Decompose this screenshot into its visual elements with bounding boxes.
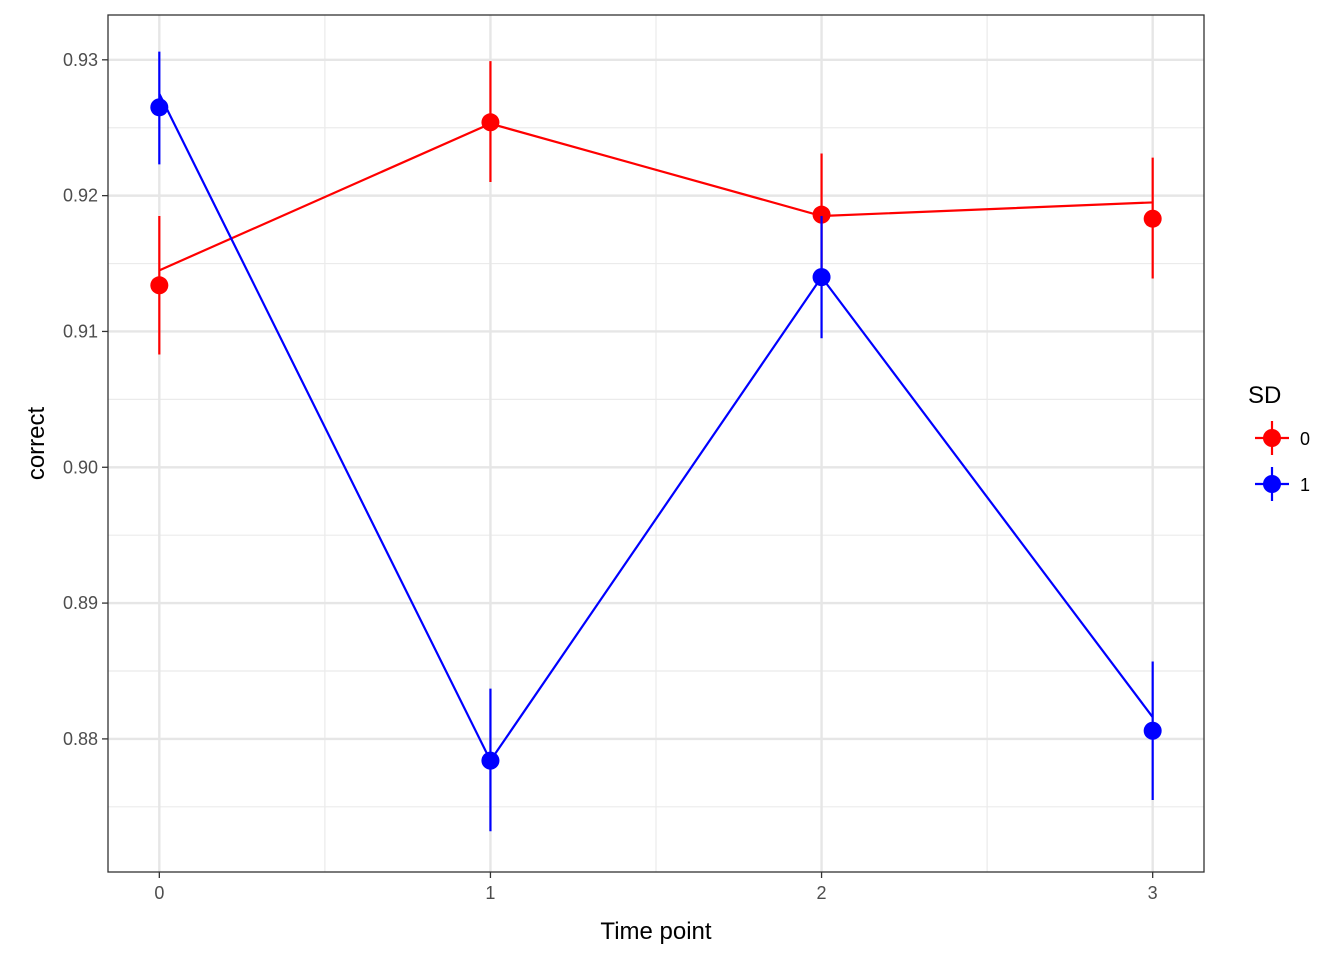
y-axis-title: correct: [23, 407, 50, 481]
x-tick-label: 3: [1148, 883, 1158, 903]
data-point: [812, 268, 831, 287]
y-tick-label: 0.93: [63, 50, 98, 70]
x-axis-title: Time point: [600, 918, 711, 945]
x-tick-label: 0: [154, 883, 164, 903]
data-point: [1143, 721, 1162, 740]
y-tick-label: 0.91: [63, 321, 98, 341]
data-point: [481, 751, 500, 770]
x-tick-label: 2: [817, 883, 827, 903]
legend-item-0: 0: [1255, 421, 1310, 455]
data-point: [150, 98, 169, 117]
data-point: [1143, 209, 1162, 228]
y-tick-label: 0.89: [63, 593, 98, 613]
data-point: [150, 276, 169, 295]
x-tick-label: 1: [485, 883, 495, 903]
y-tick-label: 0.88: [63, 729, 98, 749]
legend: SD 0 1: [1248, 382, 1310, 501]
legend-key-point: [1263, 429, 1281, 447]
series-layer: [150, 51, 1162, 832]
series-line-1: [158, 93, 1154, 763]
series-0: [150, 61, 1162, 355]
y-tick-label: 0.90: [63, 457, 98, 477]
panel-border: [107, 14, 1205, 873]
y-tick-label: 0.92: [63, 186, 98, 206]
data-point: [481, 113, 500, 132]
legend-label: 0: [1300, 429, 1310, 449]
legend-title: SD: [1248, 382, 1281, 409]
data-point: [812, 205, 831, 224]
legend-key-point: [1263, 475, 1281, 493]
legend-item-1: 1: [1255, 467, 1310, 501]
legend-label: 1: [1300, 475, 1310, 495]
axes-layer: 0.88 0.89 0.90 0.91 0.92 0.93 0 1 2 3: [63, 14, 1205, 903]
series-line-0: [158, 122, 1153, 272]
series-1: [150, 51, 1162, 832]
